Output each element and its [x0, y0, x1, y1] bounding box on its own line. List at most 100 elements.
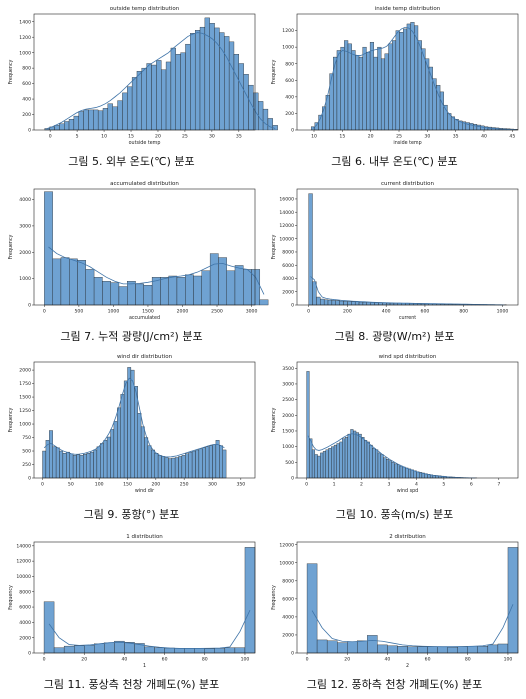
x-tick-label: 6 [470, 482, 473, 488]
histogram-bar [102, 281, 111, 306]
histogram-bar [53, 647, 65, 654]
histogram-bar [322, 106, 327, 131]
y-tick-label: 2000 [282, 413, 294, 419]
histogram-bar [151, 449, 155, 479]
histogram-bar [164, 457, 169, 479]
histogram-bar [377, 452, 381, 479]
histogram-bar [467, 646, 478, 654]
histogram-bar [85, 269, 95, 306]
x-axis-label: outside temp [129, 140, 161, 146]
y-tick-label: 600 [285, 78, 294, 84]
histogram-bar [144, 437, 149, 479]
x-tick-label: 350 [236, 482, 245, 488]
histogram-bar [170, 47, 176, 131]
x-tick-label: 20 [81, 657, 87, 663]
histogram-bar [176, 277, 186, 306]
x-tick-label: 100 [241, 657, 250, 663]
y-tick-label: 8000 [19, 589, 31, 595]
x-tick-label: 600 [421, 309, 430, 315]
y-tick-label: 3500 [282, 366, 294, 372]
histogram-bar [480, 125, 485, 131]
histogram-bar [358, 433, 362, 479]
x-tick-label: 200 [151, 482, 160, 488]
histogram-bar [378, 302, 383, 306]
y-axis-label: Frequency [271, 585, 277, 610]
histogram-bar [69, 453, 74, 479]
histogram-bar [120, 394, 125, 479]
histogram-bar [135, 283, 144, 306]
histogram-bar [308, 193, 313, 306]
histogram-bar [364, 440, 368, 479]
histogram-bar [93, 449, 98, 479]
histogram-bar [77, 260, 86, 306]
y-tick-label: 4000 [19, 620, 31, 626]
y-tick-label: 0 [28, 128, 31, 134]
x-tick-label: 2500 [211, 309, 223, 315]
x-tick-label: 100 [95, 482, 104, 488]
histogram-bar [333, 444, 337, 479]
histogram-bar [102, 108, 109, 131]
x-tick-label: 30 [209, 134, 215, 140]
y-tick-label: 400 [285, 94, 294, 100]
wind-dir-histogram: wind dir distribution 0 50 100 150 200 250 300 3… [8, 354, 256, 494]
histogram-bar [43, 601, 55, 654]
histogram-bar [477, 646, 489, 654]
histogram-bar [97, 110, 104, 131]
bars-group [310, 22, 518, 131]
histogram-bar [243, 269, 252, 306]
histogram-bar [366, 51, 371, 131]
chart-title: accumulated distribution [110, 181, 179, 187]
y-tick-label: 800 [285, 61, 294, 67]
histogram-bar [369, 41, 374, 131]
histogram-bar [403, 28, 408, 131]
bars-group [44, 191, 269, 306]
histogram-bar [117, 407, 121, 479]
caption-figure-5: 그림 5. 외부 온도(℃) 분포 [68, 155, 195, 168]
histogram-bar [194, 648, 205, 654]
histogram-bar [382, 302, 387, 306]
histogram-bar [110, 429, 115, 479]
histogram-bar [347, 301, 352, 306]
histogram-bar [432, 78, 437, 131]
plot-frame [296, 188, 519, 306]
x-tick-label: 1500 [142, 309, 154, 315]
histogram-bar [144, 646, 155, 654]
histogram-bar [336, 50, 341, 131]
plot-frame [296, 361, 519, 479]
histogram-bar [234, 265, 244, 306]
chart-title: 1 distribution [126, 534, 163, 540]
caption-figure-10: 그림 10. 풍속(m/s) 분포 [335, 508, 454, 521]
histogram-bar [68, 118, 75, 131]
histogram-bar [369, 444, 373, 479]
x-tick-label: 15 [128, 134, 134, 140]
y-tick-label: 800 [22, 66, 31, 72]
histogram-bar [311, 449, 316, 479]
histogram-bar [320, 298, 325, 306]
histogram-bar [353, 430, 357, 479]
histogram-bar [234, 647, 246, 654]
histogram-bar [350, 429, 354, 479]
y-axis-label: Frequency [8, 234, 14, 259]
histogram-bar [387, 645, 398, 654]
histogram-bar [151, 64, 157, 131]
histogram-bar [399, 32, 404, 131]
y-tick-label: 4000 [282, 615, 294, 621]
y-tick-label: 1000 [19, 276, 31, 282]
x-axis-label: accumulated [129, 315, 160, 321]
y-tick-label: 1500 [19, 395, 31, 401]
histogram-bar [146, 63, 152, 131]
histogram-bar [78, 111, 84, 131]
y-tick-label: 0 [291, 303, 294, 309]
histogram-bar [161, 69, 167, 131]
histogram-bar [328, 448, 332, 479]
histogram-bar [457, 646, 468, 654]
histogram-bar [405, 467, 409, 479]
y-tick-label: 0 [28, 303, 31, 309]
y-tick-label: 500 [22, 449, 31, 455]
x-axis-label: 1 [143, 663, 146, 669]
histogram-bar [219, 445, 223, 479]
y-tick-label: 14000 [16, 543, 31, 549]
histogram-bar [89, 451, 94, 479]
histogram-bar [383, 457, 387, 479]
